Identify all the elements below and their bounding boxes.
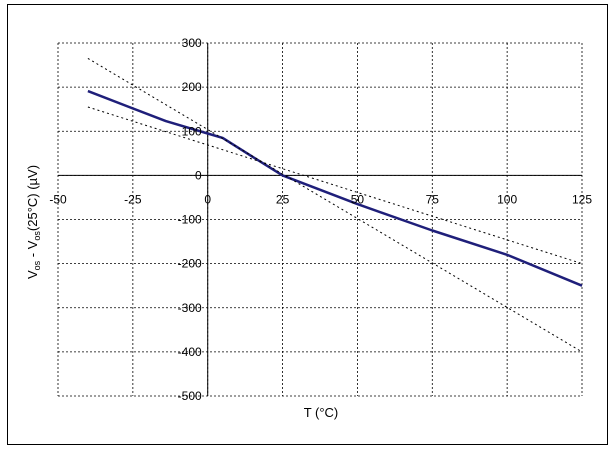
x-tick-label: 25 [276, 192, 290, 206]
x-tick-label: 0 [204, 192, 211, 206]
y-axis-title-part: (25°C) (µV) [25, 165, 40, 231]
dotted-bound-line [87, 57, 583, 353]
labels-layer: -50 -25 0 25 50 75 100 1253002001000-100-200-30… [49, 36, 592, 403]
x-tick-label: 125 [572, 192, 592, 206]
x-axis-title: T (°C) [304, 405, 339, 420]
y-tick-label: -100 [178, 213, 202, 227]
y-axis-title-part: - V [25, 240, 40, 261]
x-tick-label: -25 [124, 192, 142, 206]
y-tick-label: -300 [178, 301, 202, 315]
y-tick-label: -400 [178, 345, 202, 359]
y-tick-label: 300 [182, 36, 202, 50]
y-tick-label: -500 [178, 389, 202, 403]
axes-layer [58, 43, 582, 396]
x-tick-label: 100 [497, 192, 517, 206]
dotted-bound-line [87, 106, 583, 265]
y-axis-title-subscript: os [32, 260, 42, 270]
chart-frame [7, 4, 608, 445]
measured-drift-line [87, 89, 583, 287]
x-tick-label: 75 [426, 192, 440, 206]
y-tick-label: 100 [182, 124, 202, 138]
grid-layer [57, 42, 583, 397]
y-axis-title-subscript: os [32, 231, 42, 241]
y-tick-label: 200 [182, 80, 202, 94]
y-axis-title: Vos - Vos(25°C) (µV) [25, 165, 42, 279]
y-tick-label: 0 [195, 168, 202, 182]
y-axis-title-part: V [25, 270, 40, 279]
y-tick-label: -200 [178, 257, 202, 271]
x-tick-label: -50 [49, 192, 67, 206]
x-tick-label: 50 [351, 192, 365, 206]
series-layer [87, 57, 583, 353]
